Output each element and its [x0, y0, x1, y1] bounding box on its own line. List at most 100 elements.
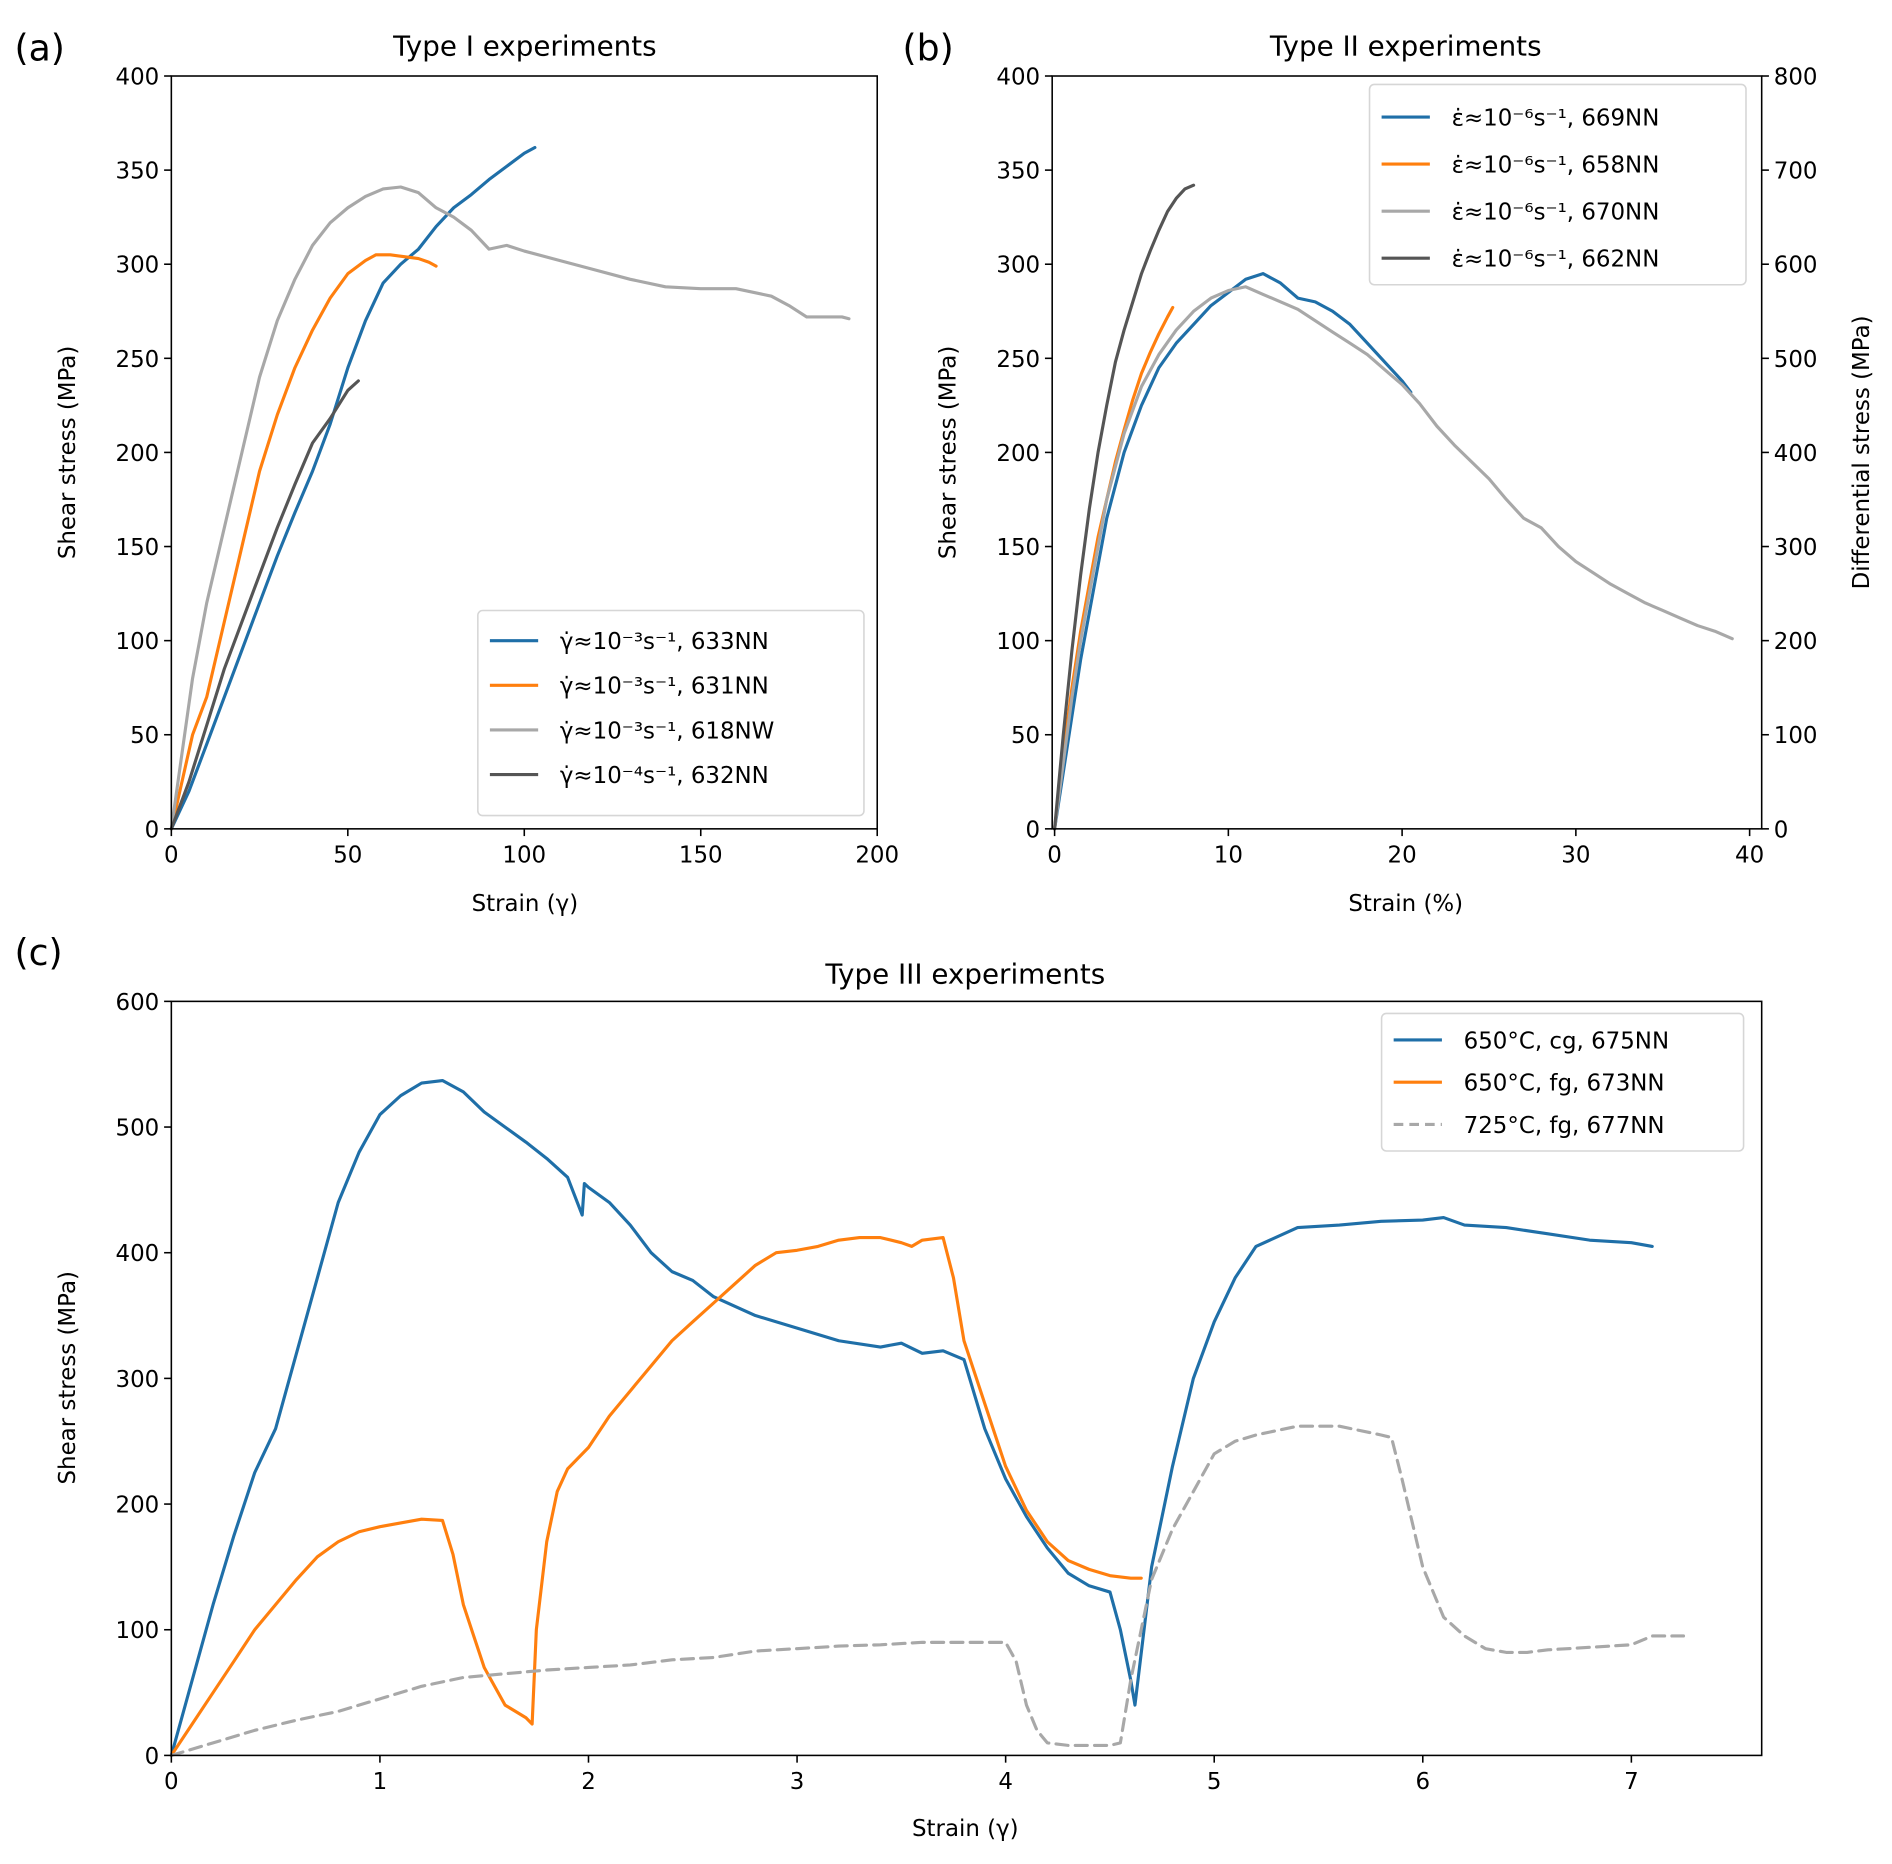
panel-b-x-tick-label: 20 — [1388, 843, 1417, 869]
panel-c-x-tick-label: 7 — [1624, 1769, 1639, 1795]
panel-b-y-axis-label: Shear stress (MPa) — [936, 346, 962, 559]
panel-b-y-tick-label: 300 — [996, 253, 1040, 279]
panel-b-y-tick-label: 150 — [996, 535, 1040, 561]
panel-c-legend-label: 650°C, fg, 673NN — [1464, 1071, 1665, 1097]
panel-c-x-tick-label: 3 — [790, 1769, 805, 1795]
panel-a-y-tick-label: 0 — [145, 817, 160, 843]
panel-a-x-tick-label: 150 — [679, 843, 723, 869]
panel-c-title: Type III experiments — [824, 957, 1105, 990]
panel-a-series-1-line — [169, 253, 438, 831]
panel-b-right-y-tick-label: 100 — [1774, 723, 1818, 749]
panel-c-legend: 650°C, cg, 675NN 650°C, fg, 673NN 725°C, f… — [1380, 1012, 1745, 1152]
panel-a-y-tick-label: 100 — [116, 629, 160, 655]
panel-c-x-tick-label: 4 — [998, 1769, 1013, 1795]
panel-b-series-1-line — [1053, 305, 1175, 831]
panel-c-x-tick-label: 1 — [373, 1769, 388, 1795]
panel-a-y-tick-label: 400 — [116, 64, 160, 90]
panel-c-series-0-line — [169, 1078, 1654, 1757]
panel-a-legend-label: γ̇≈10⁻³s⁻¹, 633NN — [560, 629, 769, 655]
panel-a-series-0-line — [169, 145, 537, 831]
panel-c-series — [169, 1078, 1686, 1757]
panel-a-y-tick-label: 350 — [116, 159, 160, 185]
panel-a-legend-label: γ̇≈10⁻³s⁻¹, 631NN — [560, 674, 769, 700]
panel-a-series-2-line — [169, 185, 851, 831]
panel-b-x-tick-label: 40 — [1735, 843, 1764, 869]
panel-a-x-axis-label: Strain (γ) — [472, 891, 579, 917]
panel-b-right-y-tick-label: 0 — [1774, 817, 1789, 843]
panel-c-y-tick-label: 500 — [116, 1115, 160, 1141]
panel-b-series — [1053, 183, 1734, 831]
panel-a-series-3-line — [169, 379, 360, 831]
panel-a: Type I experiments 0 50 100 150 200 0 50 100 15… — [55, 29, 899, 916]
panel-a-legend-label: γ̇≈10⁻⁴s⁻¹, 632NN — [560, 763, 769, 789]
panel-a-x-tick-label: 0 — [164, 843, 179, 869]
panel-a-legend-label: γ̇≈10⁻³s⁻¹, 618NW — [560, 718, 774, 744]
panel-b-right-y-axis-label: Differential stress (MPa) — [1849, 315, 1875, 589]
panel-b-x-tick-label: 10 — [1214, 843, 1243, 869]
panel-b-right-y-tick-label: 400 — [1774, 441, 1818, 467]
panel-a-y-tick-label: 50 — [130, 723, 159, 749]
panel-b-right-y-tick-label: 700 — [1774, 159, 1818, 185]
panel-b-y-tick-label: 50 — [1011, 723, 1040, 749]
panel-b-right-y-tick-label: 600 — [1774, 253, 1818, 279]
panel-b-y-tick-label: 400 — [996, 64, 1040, 90]
panel-b-x-ticks: 0 10 20 30 40 — [1047, 828, 1764, 869]
panel-a-legend-box — [477, 609, 865, 817]
panel-b-legend-label: ε̇≈10⁻⁶s⁻¹, 662NN — [1452, 247, 1660, 273]
panel-c-y-tick-label: 0 — [145, 1744, 160, 1770]
panel-a-legend: γ̇≈10⁻³s⁻¹, 633NN γ̇≈10⁻³s⁻¹, 631NN γ̇≈10⁻… — [477, 609, 865, 817]
panel-b-y-tick-label: 100 — [996, 629, 1040, 655]
panel-a-x-tick-label: 200 — [855, 843, 899, 869]
panel-label-c: (c) — [14, 931, 62, 974]
panel-b-y-tick-label: 350 — [996, 159, 1040, 185]
panel-b-y-tick-label: 0 — [1026, 817, 1041, 843]
panel-b-legend-box — [1368, 83, 1747, 286]
panel-b-y-tick-label: 200 — [996, 441, 1040, 467]
panel-c-x-tick-label: 6 — [1416, 1769, 1431, 1795]
panel-c-y-tick-label: 300 — [116, 1367, 160, 1393]
panel-c-y-tick-label: 600 — [116, 990, 160, 1016]
panel-a-y-tick-label: 300 — [116, 253, 160, 279]
panel-b-right-y-tick-label: 200 — [1774, 629, 1818, 655]
panel-b-right-y-tick-label: 500 — [1774, 347, 1818, 373]
panel-b-x-tick-label: 30 — [1561, 843, 1590, 869]
panel-b-right-y-tick-label: 800 — [1774, 64, 1818, 90]
panel-b-legend-label: ε̇≈10⁻⁶s⁻¹, 669NN — [1452, 105, 1660, 131]
panel-b-x-tick-label: 0 — [1047, 843, 1062, 869]
panel-a-y-tick-label: 250 — [116, 347, 160, 373]
panel-b-y-tick-label: 250 — [996, 347, 1040, 373]
panel-b-x-axis-label: Strain (%) — [1348, 891, 1463, 917]
panel-label-b: (b) — [903, 26, 954, 69]
panel-b-series-2-line — [1053, 285, 1734, 831]
panel-b-right-y-tick-label: 300 — [1774, 535, 1818, 561]
panel-b-legend-label: ε̇≈10⁻⁶s⁻¹, 670NN — [1452, 200, 1660, 226]
panel-b-legend: ε̇≈10⁻⁶s⁻¹, 669NN ε̇≈10⁻⁶s⁻¹, 658NN ε̇≈10⁻… — [1368, 83, 1747, 286]
panel-a-y-axis-label: Shear stress (MPa) — [55, 346, 81, 559]
panel-a-x-tick-label: 50 — [333, 843, 362, 869]
panel-a-y-tick-label: 200 — [116, 441, 160, 467]
panel-c-x-ticks: 0 1 2 3 4 5 6 7 — [164, 1755, 1639, 1795]
panel-c-legend-box — [1380, 1012, 1745, 1152]
panel-c-legend-label: 725°C, fg, 677NN — [1464, 1113, 1665, 1139]
panel-b-legend-label: ε̇≈10⁻⁶s⁻¹, 658NN — [1452, 153, 1660, 179]
panel-c-x-tick-label: 5 — [1207, 1769, 1222, 1795]
panel-label-a: (a) — [14, 26, 64, 69]
panel-b-series-3-line — [1053, 183, 1196, 831]
panel-c-y-tick-label: 400 — [116, 1241, 160, 1267]
panel-b-right-y-ticks: 0 100 200 300 400 500 600 700 800 — [1761, 64, 1818, 843]
panel-a-x-tick-label: 100 — [502, 843, 546, 869]
panel-a-title: Type I experiments — [392, 29, 656, 62]
panel-a-y-tick-label: 150 — [116, 535, 160, 561]
panel-a-series — [169, 145, 851, 831]
panel-c-series-1-line — [169, 1236, 1143, 1757]
panel-c-x-tick-label: 0 — [164, 1769, 179, 1795]
panel-c-y-axis-label: Shear stress (MPa) — [55, 1271, 81, 1484]
panel-c-y-tick-label: 100 — [116, 1618, 160, 1644]
panel-c-y-ticks: 0 100 200 300 400 500 600 — [116, 990, 172, 1770]
panel-a-x-ticks: 0 50 100 150 200 — [164, 828, 899, 869]
panel-b: Type II experiments 0 10 20 30 40 0 50 100 150 2… — [936, 29, 1875, 916]
panel-c-x-tick-label: 2 — [581, 1769, 596, 1795]
panel-c-series-2-line — [169, 1424, 1686, 1757]
panel-b-y-ticks: 0 50 100 150 200 250 300 350 400 — [996, 64, 1053, 843]
